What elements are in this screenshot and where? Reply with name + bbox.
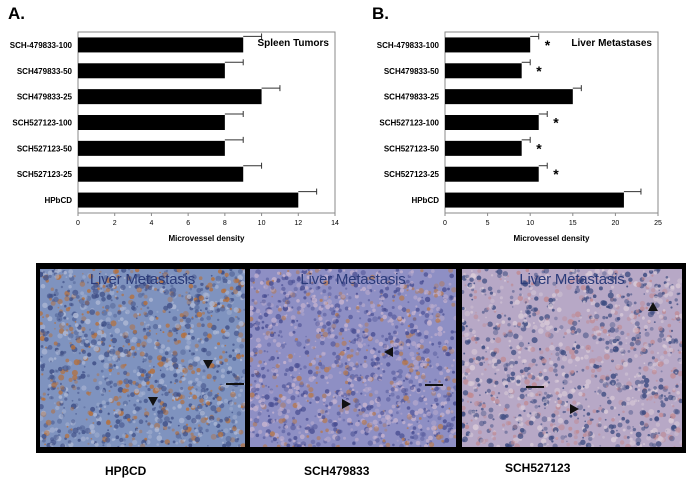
x-tick-label: 15 (569, 220, 577, 227)
liver-metastases-chart: SCH-479833-100 * SCH479833-50 * SCH479833-25… (377, 31, 662, 243)
category-label: SCH479833-50 (17, 67, 73, 76)
x-tick-label: 10 (526, 220, 534, 227)
chart-title: Spleen Tumors (258, 38, 330, 49)
bar (78, 115, 225, 130)
scale-bar (226, 383, 244, 385)
bar (445, 37, 531, 53)
panel-label-b: B. (372, 4, 389, 23)
micrograph-title: Liver Metastasis (300, 271, 406, 288)
x-tick-label: 5 (486, 220, 490, 227)
arrowhead-marker (384, 347, 393, 357)
significance-marker: * (545, 37, 551, 53)
bar (78, 63, 225, 79)
x-tick-label: 2 (113, 220, 117, 227)
micrograph-title: Liver Metastasis (519, 271, 625, 288)
bar (78, 192, 299, 208)
arrowhead-marker (342, 399, 351, 409)
significance-marker: * (553, 166, 559, 182)
stained-tissue-image (40, 269, 245, 447)
bar (78, 140, 225, 156)
category-label: SCH479833-50 (384, 67, 440, 76)
x-tick-label: 14 (331, 220, 339, 227)
significance-marker: * (536, 140, 542, 156)
bar (445, 89, 573, 105)
category-label: SCH527123-25 (17, 170, 73, 179)
significance-marker: * (553, 115, 559, 131)
caption-hpbcd: HPβCD (105, 464, 147, 478)
category-label: SCH527123-100 (379, 119, 439, 128)
category-label: HPbCD (44, 196, 72, 205)
stained-tissue-image (462, 269, 682, 447)
category-label: SCH-479833-100 (377, 41, 440, 50)
stained-tissue-image (250, 269, 456, 447)
scale-bar (425, 384, 443, 386)
category-label: SCH527123-25 (384, 170, 440, 179)
caption-sch527123: SCH527123 (505, 461, 571, 475)
category-label: SCH527123-100 (12, 119, 72, 128)
micrograph-title: Liver Metastasis (89, 271, 196, 288)
bar (78, 89, 262, 105)
arrowhead-marker (203, 360, 213, 369)
arrowhead-marker (148, 397, 158, 406)
bar (445, 115, 539, 130)
x-tick-label: 0 (443, 220, 447, 227)
caption-sch479833: SCH479833 (304, 464, 370, 478)
bar (445, 140, 522, 156)
x-tick-label: 4 (149, 220, 153, 227)
category-label: SCH-479833-100 (10, 41, 73, 50)
category-label: SCH527123-50 (17, 144, 73, 153)
category-label: SCH479833-25 (384, 93, 440, 102)
bar (78, 37, 244, 53)
x-tick-label: 0 (76, 220, 80, 227)
micrograph-strip: Liver Metastasis Liver Metastasis Liver … (36, 263, 686, 453)
bar (78, 166, 244, 182)
scale-bar (526, 386, 544, 388)
x-tick-label: 10 (258, 220, 266, 227)
x-axis-label: Microvessel density (513, 234, 590, 243)
micrograph-sch479833: Liver Metastasis (250, 269, 456, 447)
x-axis-label: Microvessel density (168, 234, 245, 243)
arrowhead-marker (570, 404, 579, 414)
category-label: SCH479833-25 (17, 93, 73, 102)
chart-title: Liver Metastases (571, 38, 652, 49)
x-tick-label: 12 (294, 220, 302, 227)
x-tick-label: 8 (223, 220, 227, 227)
spleen-tumors-chart: SCH-479833-100 SCH479833-50 SCH479833-25 SC… (10, 31, 339, 243)
x-tick-label: 20 (612, 220, 620, 227)
bar (445, 63, 522, 79)
x-tick-label: 6 (186, 220, 190, 227)
panel-label-a: A. (8, 4, 25, 23)
micrograph-hpbcd: Liver Metastasis (40, 269, 245, 447)
bar (445, 166, 539, 182)
x-tick-label: 25 (654, 220, 662, 227)
micrograph-sch527123: Liver Metastasis (462, 269, 682, 447)
significance-marker: * (536, 63, 542, 79)
bar (445, 192, 624, 208)
category-label: HPbCD (411, 196, 439, 205)
arrowhead-marker (648, 302, 658, 311)
category-label: SCH527123-50 (384, 144, 440, 153)
